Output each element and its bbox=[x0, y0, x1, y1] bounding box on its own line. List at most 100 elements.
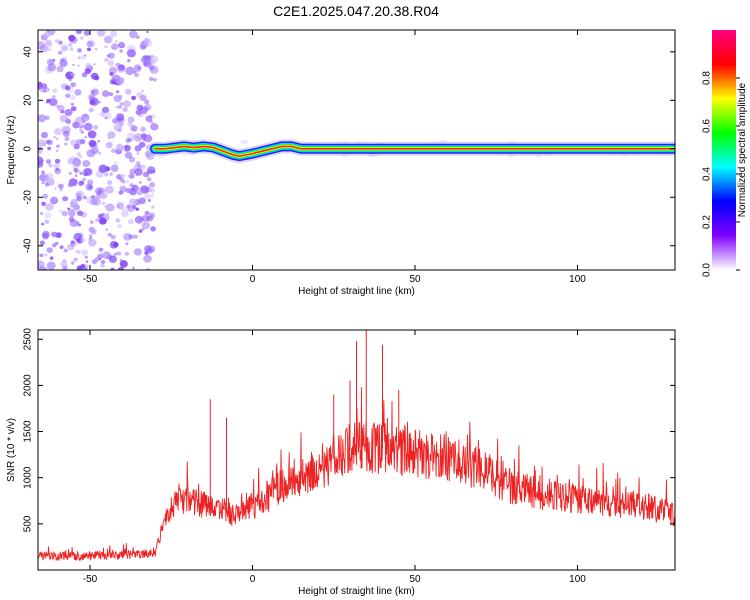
noise-blob bbox=[110, 234, 116, 240]
noise-blob bbox=[45, 117, 48, 120]
noise-blob bbox=[45, 203, 54, 211]
noise-blob bbox=[141, 221, 151, 230]
y-tick-label: 500 bbox=[23, 515, 34, 532]
y-tick-label: 1000 bbox=[23, 466, 34, 489]
noise-blob bbox=[61, 210, 68, 217]
noise-blob bbox=[70, 240, 77, 247]
noise-blob bbox=[133, 70, 137, 74]
noise-blob bbox=[43, 253, 48, 257]
noise-blob bbox=[116, 117, 123, 123]
noise-blob bbox=[101, 201, 106, 205]
bottom-plot-frame bbox=[37, 329, 676, 571]
noise-blob bbox=[54, 128, 62, 136]
noise-blob bbox=[88, 226, 95, 233]
noise-blob bbox=[77, 56, 81, 60]
noise-blob bbox=[76, 30, 83, 35]
noise-blob bbox=[119, 42, 124, 47]
noise-blob bbox=[46, 98, 51, 103]
noise-blob bbox=[142, 171, 150, 178]
noise-blob bbox=[84, 54, 87, 57]
noise-blob bbox=[119, 49, 123, 53]
noise-blob bbox=[65, 118, 71, 124]
noise-blob bbox=[44, 219, 50, 224]
noise-blob bbox=[108, 66, 118, 75]
noise-blob bbox=[127, 218, 134, 225]
noise-blob bbox=[132, 205, 137, 209]
noise-blob bbox=[81, 173, 85, 176]
noise-blob bbox=[135, 161, 141, 166]
noise-blob bbox=[145, 186, 152, 193]
noise-blob bbox=[136, 152, 140, 155]
noise-blob bbox=[113, 123, 123, 132]
noise-blob bbox=[148, 57, 152, 61]
noise-blob bbox=[88, 139, 97, 147]
x-tick-label: 50 bbox=[409, 274, 421, 285]
noise-blob bbox=[64, 142, 68, 146]
spectrogram-panel: -50 0 50 100 -40 -20 0 20 40 Height of straight l… bbox=[6, 29, 676, 297]
colorbar-tick-label: 0.0 bbox=[702, 263, 713, 277]
noise-blob bbox=[111, 47, 114, 50]
noise-blob bbox=[102, 111, 112, 120]
noise-blob bbox=[110, 30, 118, 38]
noise-blob bbox=[45, 159, 52, 164]
noise-blob bbox=[40, 131, 49, 139]
noise-blob bbox=[77, 48, 82, 53]
noise-blob bbox=[49, 196, 59, 205]
x-axis-label: Height of straight line (km) bbox=[298, 586, 415, 597]
noise-blob bbox=[42, 193, 48, 199]
x-tick-label: 0 bbox=[250, 274, 256, 285]
noise-blob bbox=[38, 41, 46, 50]
noise-blob bbox=[119, 102, 124, 106]
noise-blob bbox=[54, 187, 57, 190]
noise-blob bbox=[134, 215, 144, 224]
noise-blob bbox=[52, 243, 57, 248]
x-tick-label: 50 bbox=[409, 574, 421, 585]
noise-blob bbox=[93, 125, 99, 130]
noise-blob bbox=[125, 138, 131, 143]
noise-blob bbox=[82, 195, 87, 200]
noise-blob bbox=[90, 72, 99, 80]
noise-blob bbox=[107, 131, 116, 139]
noise-blob bbox=[131, 266, 136, 270]
noise-blob bbox=[107, 136, 111, 140]
noise-blob bbox=[98, 101, 102, 104]
noise-blob bbox=[134, 72, 140, 78]
noise-blob bbox=[129, 198, 137, 205]
noise-blob bbox=[115, 62, 121, 67]
noise-blob bbox=[78, 223, 82, 227]
colorbar-tick-label: 0.8 bbox=[702, 71, 713, 85]
noise-blob bbox=[94, 47, 98, 51]
noise-blob bbox=[124, 251, 130, 256]
noise-blob bbox=[118, 266, 124, 270]
noise-blob bbox=[84, 255, 89, 259]
y-axis-label: SNR (10 * v/v) bbox=[6, 418, 17, 482]
noise-blob bbox=[73, 160, 81, 168]
noise-blob bbox=[146, 30, 149, 34]
noise-blob bbox=[87, 130, 97, 139]
noise-blob bbox=[143, 59, 152, 68]
noise-blob bbox=[134, 186, 140, 192]
noise-blob bbox=[126, 49, 136, 58]
noise-blob bbox=[60, 109, 65, 114]
noise-blob bbox=[67, 158, 75, 165]
noise-blob bbox=[86, 47, 91, 52]
noise-blob bbox=[141, 89, 144, 93]
noise-blob bbox=[105, 228, 108, 231]
noise-blob bbox=[77, 170, 81, 173]
noise-blob bbox=[39, 240, 46, 246]
noise-blob bbox=[141, 227, 145, 231]
noise-blob bbox=[44, 41, 53, 49]
noise-blob bbox=[58, 50, 63, 55]
noise-blob bbox=[83, 172, 88, 177]
noise-blob bbox=[48, 163, 53, 168]
noise-blob bbox=[118, 190, 124, 195]
colorbar-label: Normalized spectral amplitude bbox=[737, 82, 748, 217]
noise-blob bbox=[139, 185, 150, 194]
noise-blob bbox=[90, 195, 95, 200]
noise-blob bbox=[77, 64, 80, 67]
noise-blob bbox=[76, 210, 84, 216]
noise-blob bbox=[117, 223, 122, 229]
noise-blob bbox=[139, 181, 142, 184]
noise-blob bbox=[73, 257, 78, 262]
noise-blob bbox=[138, 217, 143, 221]
